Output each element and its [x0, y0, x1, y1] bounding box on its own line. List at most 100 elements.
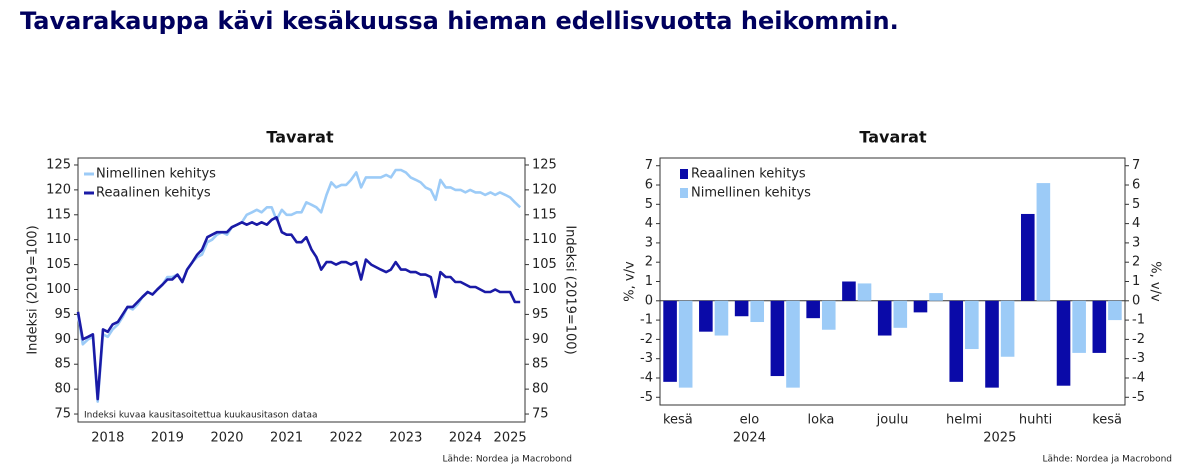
data-line — [76, 216, 521, 401]
y-tick-label: 110 — [46, 232, 71, 247]
bar — [842, 281, 856, 301]
source: Lähde: Nordea ja Macrobond — [1042, 455, 1172, 465]
y2-axis-label: %, v/v — [1148, 261, 1163, 302]
y2-tick-label: -4 — [1132, 370, 1145, 385]
x-tick-label: 2023 — [389, 431, 422, 446]
y2-tick-label: 100 — [532, 282, 557, 297]
bar — [1056, 300, 1071, 386]
y2-tick-label: 6 — [1132, 178, 1140, 193]
y2-tick-label: 7 — [1132, 158, 1140, 173]
bar — [1000, 300, 1015, 357]
y-tick-label: -4 — [640, 370, 653, 385]
y-tick-label: 80 — [54, 382, 71, 397]
y-axis-label: Indeksi (2019=100) — [26, 225, 41, 354]
x-tick-label: huhti — [1019, 413, 1052, 428]
bar — [1108, 300, 1122, 321]
y-tick-label: 0 — [645, 293, 653, 308]
bar — [714, 300, 729, 336]
y-tick-label: 115 — [46, 207, 71, 222]
chart-title: Tavarat — [859, 128, 927, 147]
y-tick-label: 95 — [54, 307, 71, 322]
y2-tick-label: 75 — [532, 407, 549, 422]
chart-title: Tavarat — [266, 128, 334, 147]
y-tick-label: -2 — [640, 332, 653, 347]
legend-label: Reaalinen kehitys — [96, 186, 211, 201]
bar — [1020, 213, 1035, 301]
y2-tick-label: 2 — [1132, 255, 1140, 270]
bar — [786, 300, 800, 388]
x-tick-label: 2019 — [151, 431, 184, 446]
bar — [877, 300, 892, 336]
bar — [1072, 300, 1086, 353]
bar — [663, 300, 677, 382]
bar — [770, 300, 785, 377]
bar — [965, 300, 979, 350]
bar — [821, 300, 836, 330]
y2-tick-label: 85 — [532, 357, 549, 372]
x-tick-label: 2025 — [494, 431, 527, 446]
x-group-label: 2025 — [983, 431, 1016, 446]
y-tick-label: 105 — [46, 257, 71, 272]
y-tick-label: 85 — [54, 357, 71, 372]
y2-tick-label: 120 — [532, 182, 557, 197]
y-tick-label: 75 — [54, 407, 71, 422]
y2-tick-label: 115 — [532, 207, 557, 222]
y-tick-label: 6 — [645, 178, 653, 193]
y-tick-label: -3 — [640, 351, 653, 366]
bar — [734, 300, 749, 317]
source: Lähde: Nordea ja Macrobond — [442, 455, 572, 465]
legend-swatch — [680, 169, 688, 179]
x-tick-label: loka — [808, 413, 835, 428]
bar — [985, 300, 999, 388]
bar — [949, 300, 964, 382]
y-tick-label: 2 — [645, 255, 653, 270]
bar — [806, 300, 820, 319]
y2-tick-label: -5 — [1132, 390, 1145, 405]
y2-tick-label: 5 — [1132, 197, 1140, 212]
y2-tick-label: -2 — [1132, 332, 1145, 347]
y2-axis-label: Indeksi (2019=100) — [563, 225, 578, 354]
y2-tick-label: 125 — [532, 157, 557, 172]
y-axis-label: %, v/v — [623, 261, 638, 302]
bar — [678, 300, 693, 388]
y-tick-label: 125 — [46, 157, 71, 172]
y2-tick-label: 110 — [532, 232, 557, 247]
y-tick-label: 7 — [645, 158, 653, 173]
y2-tick-label: 0 — [1132, 293, 1140, 308]
x-tick-label: helmi — [946, 413, 982, 428]
x-tick-label: 2020 — [210, 431, 243, 446]
y2-tick-label: 80 — [532, 382, 549, 397]
legend-swatch — [680, 188, 688, 198]
y2-tick-label: 3 — [1132, 235, 1140, 250]
x-tick-label: elo — [740, 413, 760, 428]
legend-label: Nimellinen kehitys — [691, 186, 811, 201]
y2-tick-label: -3 — [1132, 351, 1145, 366]
y2-tick-label: -1 — [1132, 313, 1145, 328]
x-tick-label: kesä — [1092, 413, 1122, 428]
y-tick-label: -5 — [640, 390, 653, 405]
x-tick-label: kesä — [663, 413, 693, 428]
bar — [929, 293, 943, 301]
x-tick-label: 2021 — [270, 431, 303, 446]
y-tick-label: 1 — [645, 274, 653, 289]
y-tick-label: -1 — [640, 313, 653, 328]
bar — [699, 300, 713, 332]
x-tick-label: joulu — [876, 413, 909, 428]
legend-label: Nimellinen kehitys — [96, 167, 216, 182]
page-title: Tavarakauppa kävi kesäkuussa hieman edel… — [20, 7, 899, 35]
bar — [913, 300, 928, 313]
legend-label: Reaalinen kehitys — [691, 167, 806, 182]
x-tick-label: 2022 — [330, 431, 363, 446]
y-tick-label: 5 — [645, 197, 653, 212]
y2-tick-label: 4 — [1132, 216, 1140, 231]
annotation: Indeksi kuvaa kausitasoitettua kuukausit… — [84, 411, 318, 421]
bar — [750, 300, 765, 323]
y-tick-label: 90 — [54, 332, 71, 347]
y-tick-label: 4 — [645, 216, 653, 231]
y-tick-label: 120 — [46, 182, 71, 197]
x-tick-label: 2018 — [91, 431, 124, 446]
y2-tick-label: 1 — [1132, 274, 1140, 289]
bar — [893, 300, 908, 328]
y2-tick-label: 90 — [532, 332, 549, 347]
